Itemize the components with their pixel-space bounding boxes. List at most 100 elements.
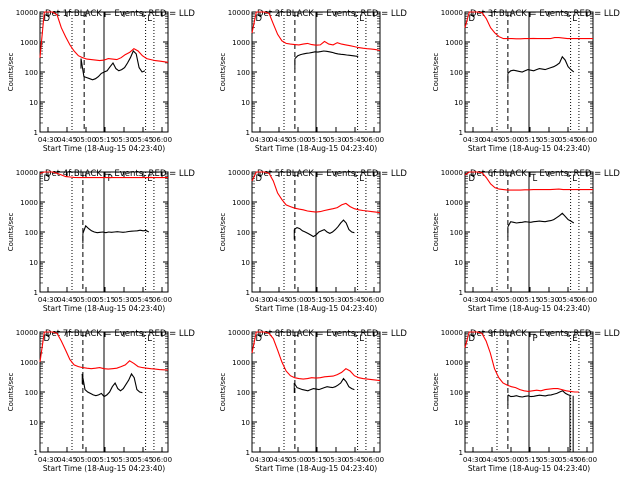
y-tick-label: 1000 xyxy=(20,359,38,367)
marker-label: D xyxy=(256,334,263,344)
lld-series-line xyxy=(39,171,168,179)
x-tick-label: 04:30 xyxy=(463,136,483,144)
y-axis-label: Counts/sec xyxy=(7,373,15,412)
chart-title: Det 1f BLACK = Events, RED = LLD xyxy=(45,9,195,19)
chart-title: Det 2f BLACK = Events, RED = LLD xyxy=(257,9,407,19)
x-tick-label: 05:15 xyxy=(95,456,115,464)
y-tick-label: 10 xyxy=(241,259,250,267)
x-axis-label: Start Time (18-Aug-15 04:23:40) xyxy=(255,464,377,473)
y-tick-label: 1 xyxy=(34,129,38,137)
x-tick-label: 05:15 xyxy=(95,136,115,144)
x-tick-label: 04:30 xyxy=(38,296,58,304)
y-tick-label: 10000 xyxy=(441,329,463,337)
y-tick-label: 10000 xyxy=(228,329,250,337)
marker-label: L xyxy=(147,14,152,24)
x-tick-label: 05:00 xyxy=(76,136,96,144)
x-tick-label: 05:00 xyxy=(76,456,96,464)
marker-label: D xyxy=(469,174,476,184)
y-tick-label: 100 xyxy=(25,69,38,77)
y-tick-label: 1 xyxy=(34,449,38,457)
chart-title: Det 4f BLACK = Events, RED = LLD xyxy=(45,169,195,179)
marker-label: L xyxy=(572,14,577,24)
x-tick-label: 04:45 xyxy=(57,296,77,304)
x-axis-label: Start Time (18-Aug-15 04:23:40) xyxy=(255,304,377,313)
y-tick-label: 100 xyxy=(25,389,38,397)
x-axis-label: Start Time (18-Aug-15 04:23:40) xyxy=(468,144,590,153)
x-tick-label: 05:30 xyxy=(114,296,134,304)
x-tick-label: 05:30 xyxy=(114,456,134,464)
x-tick-label: 06:00 xyxy=(577,136,597,144)
y-tick-label: 10 xyxy=(29,419,38,427)
marker-label: L xyxy=(359,14,364,24)
chart-panel-9: Det 9f BLACK = Events, RED = LLD 1 10 100 10… xyxy=(432,329,620,473)
events-series-line xyxy=(82,224,150,234)
events-series-line xyxy=(507,212,575,227)
y-tick-label: 1 xyxy=(459,129,463,137)
x-tick-label: 05:45 xyxy=(558,136,578,144)
x-tick-label: 04:45 xyxy=(482,136,502,144)
events-series-line xyxy=(80,50,146,81)
x-tick-label: 06:00 xyxy=(364,296,384,304)
x-tick-label: 06:00 xyxy=(152,296,172,304)
chart-panel-1: Det 1f BLACK = Events, RED = LLD 1 10 100 10… xyxy=(7,9,195,153)
x-tick-label: 05:30 xyxy=(326,136,346,144)
y-tick-label: 10000 xyxy=(228,9,250,17)
x-tick-label: 05:00 xyxy=(501,136,521,144)
x-tick-label: 04:45 xyxy=(57,456,77,464)
x-axis-label: Start Time (18-Aug-15 04:23:40) xyxy=(43,304,165,313)
x-axis-label: Start Time (18-Aug-15 04:23:40) xyxy=(468,464,590,473)
y-tick-label: 10000 xyxy=(441,169,463,177)
y-tick-label: 1 xyxy=(246,449,250,457)
x-tick-label: 05:15 xyxy=(520,456,540,464)
x-tick-label: 05:30 xyxy=(539,456,559,464)
chart-panel-2: Det 2f BLACK = Events, RED = LLD 1 10 100 10… xyxy=(219,9,407,153)
chart-panel-6: Det 6f BLACK = Events, RED = LLD 1 10 100 10… xyxy=(432,169,620,313)
y-tick-label: 10 xyxy=(29,99,38,107)
x-tick-label: 05:45 xyxy=(133,136,153,144)
y-tick-label: 100 xyxy=(237,229,250,237)
x-tick-label: 05:45 xyxy=(558,456,578,464)
y-tick-label: 1000 xyxy=(20,39,38,47)
y-axis-label: Counts/sec xyxy=(7,53,15,92)
marker-label: L xyxy=(533,174,538,184)
x-tick-label: 05:30 xyxy=(539,136,559,144)
y-axis-label: Counts/sec xyxy=(7,213,15,252)
y-axis-label: Counts/sec xyxy=(432,373,440,412)
chart-panel-8: Det 8f BLACK = Events, RED = LLD 1 10 100 10… xyxy=(219,329,407,473)
y-tick-label: 10000 xyxy=(441,9,463,17)
events-series-line xyxy=(507,55,575,74)
events-series-line xyxy=(293,377,355,392)
y-tick-label: 10 xyxy=(241,419,250,427)
y-axis-label: Counts/sec xyxy=(432,53,440,92)
events-series-line xyxy=(294,50,359,59)
x-axis-label: Start Time (18-Aug-15 04:23:40) xyxy=(43,144,165,153)
y-axis-label: Counts/sec xyxy=(219,53,227,92)
x-tick-label: 06:00 xyxy=(577,296,597,304)
y-tick-label: 100 xyxy=(25,229,38,237)
y-tick-label: 100 xyxy=(450,69,463,77)
y-tick-label: 10 xyxy=(241,99,250,107)
x-axis-label: Start Time (18-Aug-15 04:23:40) xyxy=(468,304,590,313)
x-tick-label: 04:45 xyxy=(482,456,502,464)
x-tick-label: 05:00 xyxy=(288,456,308,464)
chart-title: Det 7f BLACK = Events, RED = LLD xyxy=(45,329,195,339)
x-tick-label: 05:00 xyxy=(288,296,308,304)
lld-series-line xyxy=(464,11,593,40)
x-tick-label: 06:00 xyxy=(152,136,172,144)
x-tick-label: 04:30 xyxy=(250,456,270,464)
x-tick-label: 05:15 xyxy=(520,296,540,304)
y-tick-label: 1 xyxy=(246,289,250,297)
lld-series-line xyxy=(39,11,169,63)
x-tick-label: 04:45 xyxy=(269,296,289,304)
x-tick-label: 04:45 xyxy=(269,136,289,144)
chart-panel-7: Det 7f BLACK = Events, RED = LLD 1 10 100 10… xyxy=(7,329,195,473)
y-tick-label: 1 xyxy=(34,289,38,297)
chart-panel-5: Det 5f BLACK = Events, RED = LLD 1 10 100 10… xyxy=(219,169,407,313)
marker-label: L xyxy=(359,174,364,184)
chart-title: Det 3f BLACK = Events, RED = LLD xyxy=(470,9,620,19)
x-tick-label: 06:00 xyxy=(364,136,384,144)
marker-label: D xyxy=(256,174,263,184)
y-tick-label: 1000 xyxy=(445,359,463,367)
x-tick-label: 04:30 xyxy=(38,136,58,144)
x-tick-label: 04:45 xyxy=(57,136,77,144)
